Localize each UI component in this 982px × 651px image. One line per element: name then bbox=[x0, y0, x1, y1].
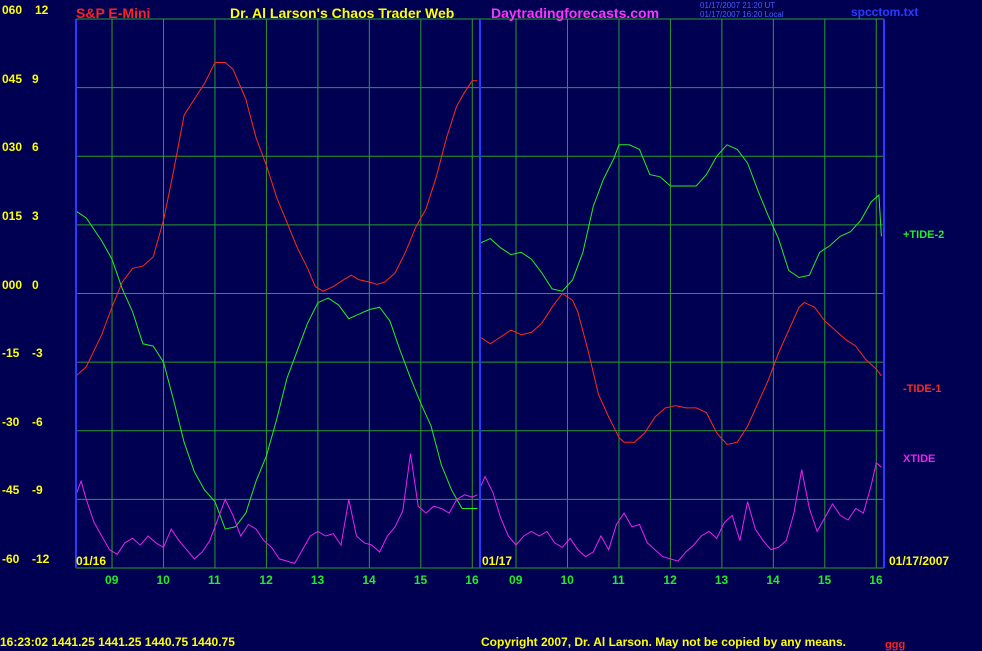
series-tide1-day2 bbox=[479, 292, 882, 446]
corner-mark: ggg bbox=[885, 639, 906, 651]
right-axis-label: -12 bbox=[32, 552, 50, 566]
left-axis-label: -30 bbox=[2, 414, 20, 429]
left-axis-label: 060 bbox=[2, 3, 23, 17]
right-axis-label: 12 bbox=[35, 3, 49, 17]
chart-series bbox=[75, 62, 882, 564]
right-axis-label: 6 bbox=[32, 140, 39, 155]
right-axis-label: 3 bbox=[32, 208, 39, 223]
left-axis-label: 015 bbox=[2, 208, 23, 223]
symbol-label: S&P E-Mini bbox=[76, 5, 151, 21]
left-axis-label: -15 bbox=[2, 346, 20, 361]
legend-tide1: -TIDE-1 bbox=[903, 383, 942, 395]
left-axis-label: -60 bbox=[2, 552, 20, 566]
utc-time: 01/17/2007 21:20 UT bbox=[700, 1, 776, 10]
series-xtide-day1 bbox=[75, 453, 478, 564]
left-axis-label: 030 bbox=[2, 140, 23, 155]
right-axis-label: 9 bbox=[32, 71, 39, 86]
x-tick-label: 11 bbox=[611, 573, 625, 587]
x-tick-label: 16 bbox=[869, 573, 883, 587]
series-tide1-day1 bbox=[75, 62, 478, 377]
x-tick-label: 12 bbox=[259, 573, 273, 587]
quote-line: 16:23:02 1441.25 1441.25 1440.75 1440.75 bbox=[0, 635, 235, 649]
date-label-day1: 01/16 bbox=[76, 554, 107, 568]
series-tide2-day2 bbox=[479, 144, 882, 292]
local-time: 01/17/2007 16:20 Local bbox=[700, 10, 784, 19]
site-link[interactable]: Daytradingforecasts.com bbox=[491, 5, 660, 21]
x-tick-label: 09 bbox=[105, 573, 119, 587]
copyright-line: Copyright 2007, Dr. Al Larson. May not b… bbox=[481, 635, 846, 649]
series-xtide-day2 bbox=[479, 461, 882, 562]
x-tick-label: 14 bbox=[362, 573, 376, 587]
x-tick-label: 15 bbox=[817, 573, 832, 587]
x-tick-label: 13 bbox=[310, 573, 325, 587]
legend-tide2: +TIDE-2 bbox=[903, 229, 945, 241]
chart-title: Dr. Al Larson's Chaos Trader Web bbox=[230, 5, 455, 21]
series-tide2-day1 bbox=[75, 210, 478, 530]
x-tick-label: 15 bbox=[413, 573, 428, 587]
x-tick-label: 13 bbox=[714, 573, 729, 587]
chart-frame bbox=[75, 19, 885, 568]
data-file-label: spcctom.txt bbox=[851, 5, 919, 19]
x-tick-label: 16 bbox=[465, 573, 479, 587]
x-tick-label: 10 bbox=[560, 573, 574, 587]
right-axis-label: 0 bbox=[32, 277, 39, 292]
right-axis-label: -9 bbox=[32, 483, 43, 498]
date-label-end: 01/17/2007 bbox=[889, 554, 950, 568]
right-axis-label: -6 bbox=[32, 414, 43, 429]
x-tick-label: 10 bbox=[156, 573, 170, 587]
left-axis-label: 000 bbox=[2, 277, 23, 292]
x-tick-label: 12 bbox=[663, 573, 677, 587]
right-axis-label: -3 bbox=[32, 346, 43, 361]
x-tick-label: 14 bbox=[766, 573, 780, 587]
date-label-day2: 01/17 bbox=[482, 554, 513, 568]
x-tick-label: 09 bbox=[509, 573, 523, 587]
legend-xtide: XTIDE bbox=[903, 453, 936, 465]
x-tick-label: 11 bbox=[207, 573, 221, 587]
chart-grid bbox=[76, 18, 884, 569]
left-axis-label: -45 bbox=[2, 483, 20, 498]
left-axis-label: 045 bbox=[2, 71, 23, 86]
